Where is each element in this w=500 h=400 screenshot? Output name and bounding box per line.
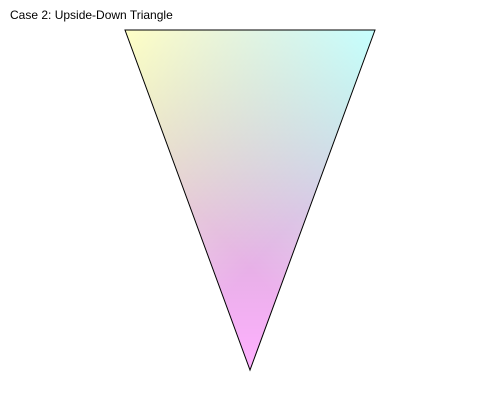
triangle-top-right-vertex-gradient bbox=[125, 30, 375, 370]
case-title: Case 2: Upside-Down Triangle bbox=[10, 8, 173, 22]
triangle-outline bbox=[124, 29, 376, 372]
